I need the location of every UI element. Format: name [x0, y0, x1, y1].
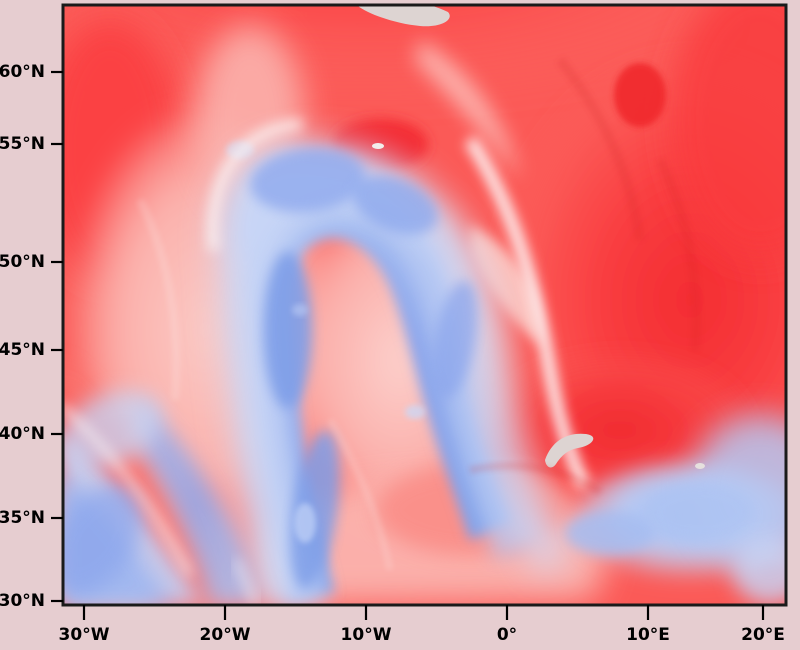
sw-cold-core — [63, 484, 143, 596]
y-tick-label-60n: 60°N — [0, 62, 45, 82]
cold-core-east-limb — [432, 280, 478, 400]
sw-cold-band-east — [140, 400, 260, 605]
north-pale-arc — [415, 40, 520, 180]
x-tick-label-10w: 10°W — [341, 625, 392, 645]
zero-contour-southwest — [63, 402, 194, 577]
land-mask-balearic — [545, 433, 594, 468]
cold-anomaly-group — [63, 137, 786, 605]
cold-speck-mid — [405, 405, 425, 419]
southeast-cold-core-west — [565, 511, 655, 555]
cold-core-crest-west — [250, 147, 366, 213]
cold-speck-south — [294, 503, 316, 543]
plot-frame — [61, 3, 788, 607]
contour-banding-texture — [136, 57, 701, 571]
x-tick-labels: 30°W 20°W 10°W 0° 10°E 20°E — [59, 625, 785, 645]
y-tick-marks — [51, 70, 63, 603]
pale-streak-east-trough — [470, 225, 541, 345]
cold-tongue-halo-2 — [212, 137, 572, 605]
zero-contour-crest — [207, 119, 303, 251]
cold-core-west-limb — [264, 252, 312, 408]
southeast-cold-core-east — [648, 484, 752, 540]
x-tick-label-20e: 20°E — [741, 625, 785, 645]
y-tick-label-40n: 40°N — [0, 424, 45, 444]
y-tick-label-45n: 45°N — [0, 340, 45, 360]
x-tick-label-20w: 20°W — [200, 625, 251, 645]
y-tick-label-35n: 35°N — [0, 508, 45, 528]
cold-core-south-limb — [290, 430, 340, 590]
cold-speck-limb — [292, 304, 308, 316]
land-mask-speck-east — [695, 463, 705, 469]
land-mask-group — [358, 5, 705, 469]
land-mask-north — [358, 5, 450, 27]
y-tick-labels: 60°N 55°N 50°N 45°N 40°N 35°N 30°N — [0, 62, 45, 611]
land-mask-island-small — [372, 143, 384, 149]
y-tick-label-55n: 55°N — [0, 134, 45, 154]
zero-contour-south — [232, 558, 260, 605]
x-tick-label-0: 0° — [497, 625, 517, 645]
y-tick-label-50n: 50°N — [0, 252, 45, 272]
axis-group: 60°N 55°N 50°N 45°N 40°N 35°N 30°N 30°W … — [0, 3, 788, 645]
x-tick-marks — [82, 605, 765, 620]
sw-cold-patch-upper — [63, 390, 162, 470]
warm-speck-northeast — [614, 63, 666, 127]
contour-field — [63, 5, 786, 605]
x-tick-label-10e: 10°E — [626, 625, 670, 645]
x-tick-label-30w: 30°W — [59, 625, 110, 645]
y-tick-label-30n: 30°N — [0, 591, 45, 611]
northeast-warm-core — [670, 5, 786, 260]
cold-core-crest-east — [352, 175, 438, 235]
southeast-cold-corner — [732, 536, 786, 604]
